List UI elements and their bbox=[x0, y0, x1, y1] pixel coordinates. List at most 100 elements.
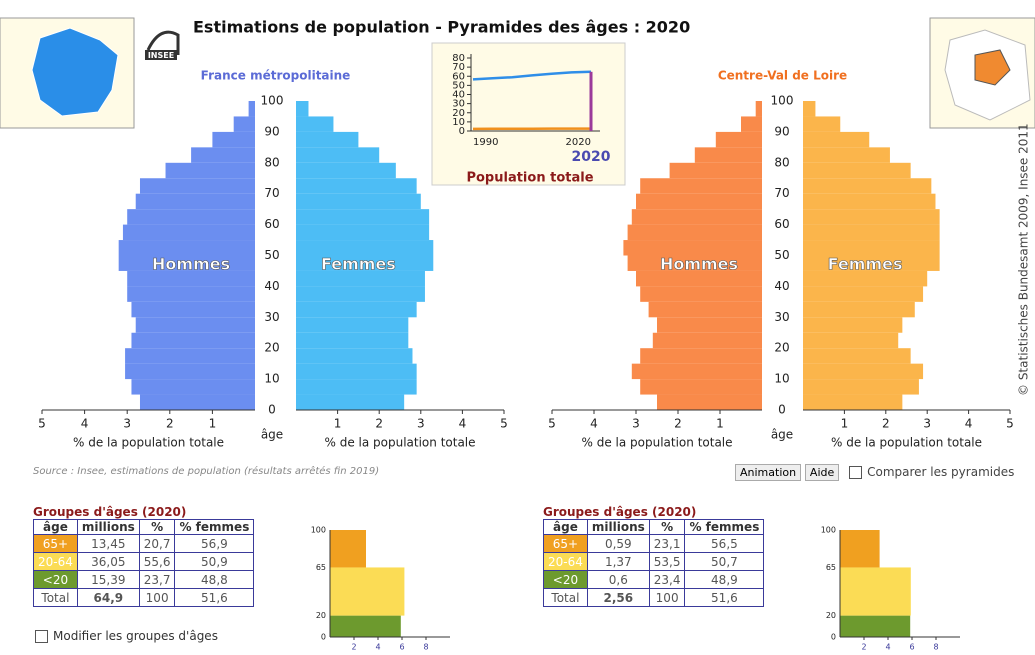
pyramid-bar bbox=[296, 348, 413, 364]
pyramid-bar bbox=[803, 255, 940, 271]
pyramid-bar bbox=[669, 162, 762, 179]
cell: 20-64 bbox=[543, 552, 588, 571]
cell: 100 bbox=[648, 588, 686, 607]
age-bar-y-label: 100 bbox=[821, 526, 836, 535]
x-tick-label: 2 bbox=[882, 417, 890, 431]
pyramid-bar bbox=[803, 301, 915, 318]
pyramid-bar bbox=[636, 270, 762, 287]
selected-year-label: 2020 bbox=[572, 149, 611, 165]
age-bar bbox=[840, 530, 880, 568]
pyramid-bar bbox=[803, 332, 899, 349]
age-tick-label: 50 bbox=[264, 248, 279, 262]
pyramid-bar bbox=[139, 178, 255, 194]
cell: 15,39 bbox=[76, 570, 140, 589]
header-cell: âge bbox=[543, 519, 588, 535]
pyramid-bar bbox=[135, 317, 255, 333]
age-bar-y-label: 20 bbox=[316, 611, 326, 620]
inset-y-label: 0 bbox=[459, 126, 465, 137]
x-tick-label: 1 bbox=[334, 417, 342, 431]
table: âge millions%% femmes 65+ 13,45 20,7 56,9 20-6… bbox=[33, 519, 255, 607]
pyramid-bar bbox=[803, 178, 932, 194]
x-tick-label: 2 bbox=[375, 417, 383, 431]
age-bar-x-label: 8 bbox=[423, 643, 428, 652]
age-bar bbox=[330, 530, 366, 568]
pyramid-bar bbox=[803, 101, 816, 117]
age-bar-x-label: 6 bbox=[399, 643, 404, 652]
cell: 51,6 bbox=[684, 588, 765, 607]
inset-y-label: 60 bbox=[452, 71, 465, 82]
header-cell: % bbox=[138, 519, 176, 535]
cell: 0,59 bbox=[586, 534, 650, 553]
x-tick-label: 5 bbox=[1006, 417, 1014, 431]
pyramid-bar bbox=[803, 131, 870, 148]
cell: 13,45 bbox=[76, 534, 140, 553]
pyramid-bar bbox=[127, 270, 255, 287]
age-tick-label: 0 bbox=[778, 403, 786, 417]
copyright: © Statistisches Bundesamt 2009, Insee 20… bbox=[1017, 123, 1031, 396]
region-title: France métropolitaine bbox=[201, 69, 351, 83]
pyramid-bar bbox=[640, 348, 762, 364]
pyramid-bar bbox=[296, 332, 409, 349]
pyramid-bar bbox=[127, 286, 255, 302]
x-axis-label: % de la population totale bbox=[73, 436, 224, 450]
age-tick-label: 90 bbox=[264, 124, 279, 138]
pyramid-bar bbox=[248, 101, 255, 117]
cell: 56,5 bbox=[684, 534, 765, 553]
cell: 36,05 bbox=[76, 552, 140, 571]
pyramid-bar bbox=[165, 162, 255, 179]
help-button[interactable]: Aide bbox=[804, 464, 840, 481]
pyramid-bar bbox=[755, 101, 762, 117]
age-bar-x-label: 2 bbox=[861, 643, 866, 652]
pyramid-bar bbox=[296, 162, 396, 179]
age-bar bbox=[330, 567, 405, 616]
pyramid-bar bbox=[640, 379, 762, 395]
pyramid-bar bbox=[657, 394, 762, 410]
pyramid-bar bbox=[694, 147, 762, 163]
pyramid-bar bbox=[803, 270, 928, 287]
age-tick-label: 0 bbox=[268, 403, 276, 417]
map-shape bbox=[31, 27, 119, 117]
age-bar-y-label: 0 bbox=[321, 633, 326, 642]
pyramid-bar bbox=[296, 209, 430, 225]
inset-x-label: 1990 bbox=[473, 137, 498, 148]
pyramid-bar bbox=[296, 178, 417, 194]
cell: 1,37 bbox=[586, 552, 650, 571]
x-tick-label: 3 bbox=[417, 417, 425, 431]
inset-y-label: 40 bbox=[452, 90, 465, 101]
x-tick-label: 1 bbox=[716, 417, 724, 431]
pyramid-bar bbox=[139, 394, 255, 410]
x-axis-label: % de la population totale bbox=[324, 436, 475, 450]
animation-button[interactable]: Animation bbox=[735, 464, 802, 481]
compare-checkbox[interactable] bbox=[849, 466, 863, 479]
cell: 50,9 bbox=[174, 552, 255, 571]
age-axis-label: âge bbox=[261, 428, 283, 442]
x-tick-label: 1 bbox=[841, 417, 849, 431]
age-tick-label: 80 bbox=[774, 155, 789, 169]
modify-label: Modifier les groupes d'âges bbox=[53, 629, 218, 643]
pyramid-bar bbox=[212, 131, 255, 148]
age-tick-label: 40 bbox=[774, 279, 789, 293]
pyramid-bar bbox=[122, 224, 255, 241]
x-tick-label: 2 bbox=[674, 417, 682, 431]
modify-checkbox[interactable] bbox=[35, 630, 48, 643]
pyramid-bar bbox=[803, 193, 936, 210]
cell: 48,9 bbox=[684, 570, 765, 589]
pyramid-bar bbox=[640, 286, 762, 302]
cell: <20 bbox=[543, 570, 588, 589]
x-tick-label: 1 bbox=[209, 417, 217, 431]
age-bar-y-label: 65 bbox=[826, 563, 836, 572]
logo-text: INSEE bbox=[148, 51, 174, 60]
cell: 2,56 bbox=[586, 588, 650, 607]
pyramid-bar bbox=[125, 348, 255, 364]
pyramid-bar bbox=[803, 162, 911, 179]
pyramid-bar bbox=[191, 147, 255, 163]
age-bar-x-label: 2 bbox=[351, 643, 356, 652]
pyramid-bar bbox=[803, 147, 890, 163]
header-cell: % bbox=[648, 519, 686, 535]
age-tick-label: 10 bbox=[774, 372, 789, 386]
pyramid-bar bbox=[627, 255, 762, 271]
controls: Animation Aide Comparer les pyramides bbox=[735, 464, 1014, 481]
pyramid-bar bbox=[803, 394, 903, 410]
